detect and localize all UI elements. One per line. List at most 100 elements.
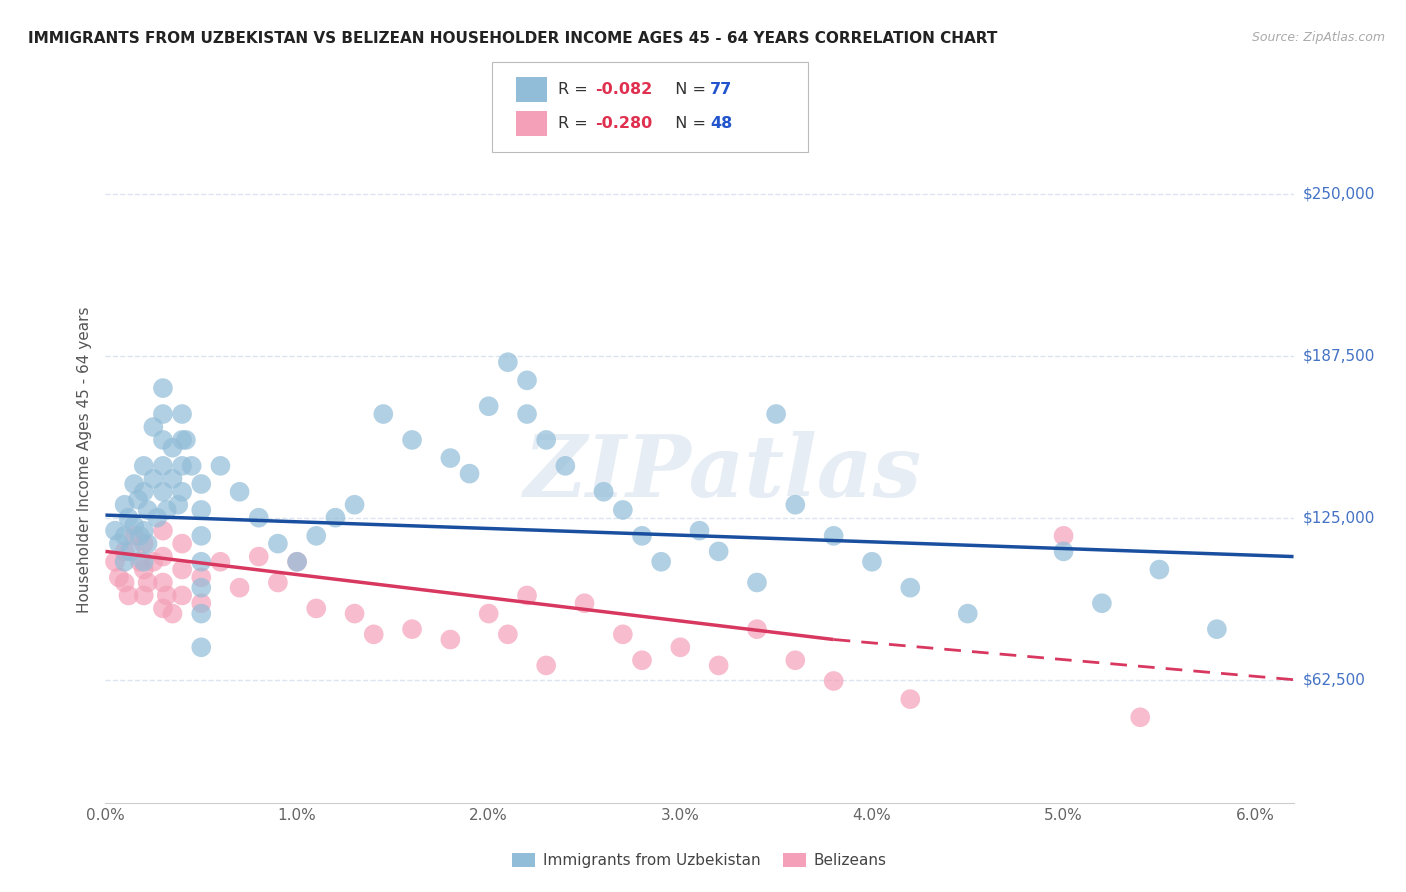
Point xyxy=(152,575,174,590)
Point xyxy=(325,510,347,524)
Point xyxy=(439,632,461,647)
Point xyxy=(574,596,596,610)
Point xyxy=(120,544,142,558)
Text: R =: R = xyxy=(558,82,593,96)
Point xyxy=(1052,529,1074,543)
Point xyxy=(172,484,194,499)
Point xyxy=(190,555,212,569)
Point xyxy=(132,484,155,499)
Point xyxy=(401,622,423,636)
Y-axis label: Householder Income Ages 45 - 64 years: Householder Income Ages 45 - 64 years xyxy=(77,306,93,613)
Point xyxy=(190,607,212,621)
Point xyxy=(190,581,212,595)
Text: -0.280: -0.280 xyxy=(595,116,652,130)
Text: $125,000: $125,000 xyxy=(1303,510,1375,525)
Point xyxy=(458,467,481,481)
Point xyxy=(114,544,136,558)
Text: Source: ZipAtlas.com: Source: ZipAtlas.com xyxy=(1251,31,1385,45)
Point xyxy=(956,607,979,621)
Point xyxy=(496,355,519,369)
Point xyxy=(152,407,174,421)
Point xyxy=(127,492,149,507)
Point xyxy=(132,524,155,538)
Point xyxy=(162,441,184,455)
Point xyxy=(146,510,169,524)
Point xyxy=(190,503,212,517)
Point xyxy=(132,589,155,603)
Text: -0.082: -0.082 xyxy=(595,82,652,96)
Point xyxy=(516,589,538,603)
Text: $250,000: $250,000 xyxy=(1303,186,1375,202)
Point xyxy=(439,451,461,466)
Point xyxy=(267,536,290,550)
Point xyxy=(132,555,155,569)
Point xyxy=(785,653,807,667)
Point xyxy=(631,653,654,667)
Point xyxy=(1205,622,1227,636)
Point xyxy=(669,640,692,655)
Point xyxy=(247,549,270,564)
Point xyxy=(172,536,194,550)
Point xyxy=(190,596,212,610)
Point xyxy=(162,472,184,486)
Point xyxy=(343,498,366,512)
Point xyxy=(152,524,174,538)
Point xyxy=(401,433,423,447)
Point xyxy=(707,544,730,558)
Point xyxy=(129,529,152,543)
Point xyxy=(114,575,136,590)
Point xyxy=(172,562,194,576)
Point xyxy=(267,575,290,590)
Point xyxy=(285,555,308,569)
Point xyxy=(765,407,787,421)
Point xyxy=(132,562,155,576)
Point xyxy=(343,607,366,621)
Point xyxy=(373,407,395,421)
Point xyxy=(898,581,921,595)
Point xyxy=(209,458,232,473)
Point xyxy=(209,555,232,569)
Point xyxy=(305,601,328,615)
Point xyxy=(174,433,197,447)
Legend: Immigrants from Uzbekistan, Belizeans: Immigrants from Uzbekistan, Belizeans xyxy=(506,847,893,874)
Point xyxy=(152,433,174,447)
Point xyxy=(152,601,174,615)
Point xyxy=(114,555,136,569)
Point xyxy=(117,589,139,603)
Text: $62,500: $62,500 xyxy=(1303,673,1367,687)
Point xyxy=(1149,562,1171,576)
Point xyxy=(136,575,159,590)
Point xyxy=(707,658,730,673)
Point xyxy=(104,555,127,569)
Point xyxy=(152,549,174,564)
Point xyxy=(117,510,139,524)
Point xyxy=(129,555,152,569)
Point xyxy=(122,518,145,533)
Point xyxy=(152,484,174,499)
Point xyxy=(285,555,308,569)
Text: 77: 77 xyxy=(710,82,733,96)
Point xyxy=(172,458,194,473)
Text: 48: 48 xyxy=(710,116,733,130)
Point xyxy=(478,607,501,621)
Text: N =: N = xyxy=(665,82,711,96)
Text: ZIPatlas: ZIPatlas xyxy=(524,432,922,515)
Point xyxy=(172,407,194,421)
Point xyxy=(898,692,921,706)
Point xyxy=(156,589,179,603)
Point xyxy=(172,589,194,603)
Point xyxy=(190,570,212,584)
Point xyxy=(142,420,165,434)
Point xyxy=(631,529,654,543)
Point xyxy=(228,581,250,595)
Point xyxy=(516,373,538,387)
Point xyxy=(534,658,557,673)
Point xyxy=(132,536,155,550)
Point xyxy=(228,484,250,499)
Point xyxy=(860,555,883,569)
Point xyxy=(190,640,212,655)
Point xyxy=(650,555,672,569)
Text: R =: R = xyxy=(558,116,593,130)
Point xyxy=(180,458,202,473)
Point xyxy=(156,503,179,517)
